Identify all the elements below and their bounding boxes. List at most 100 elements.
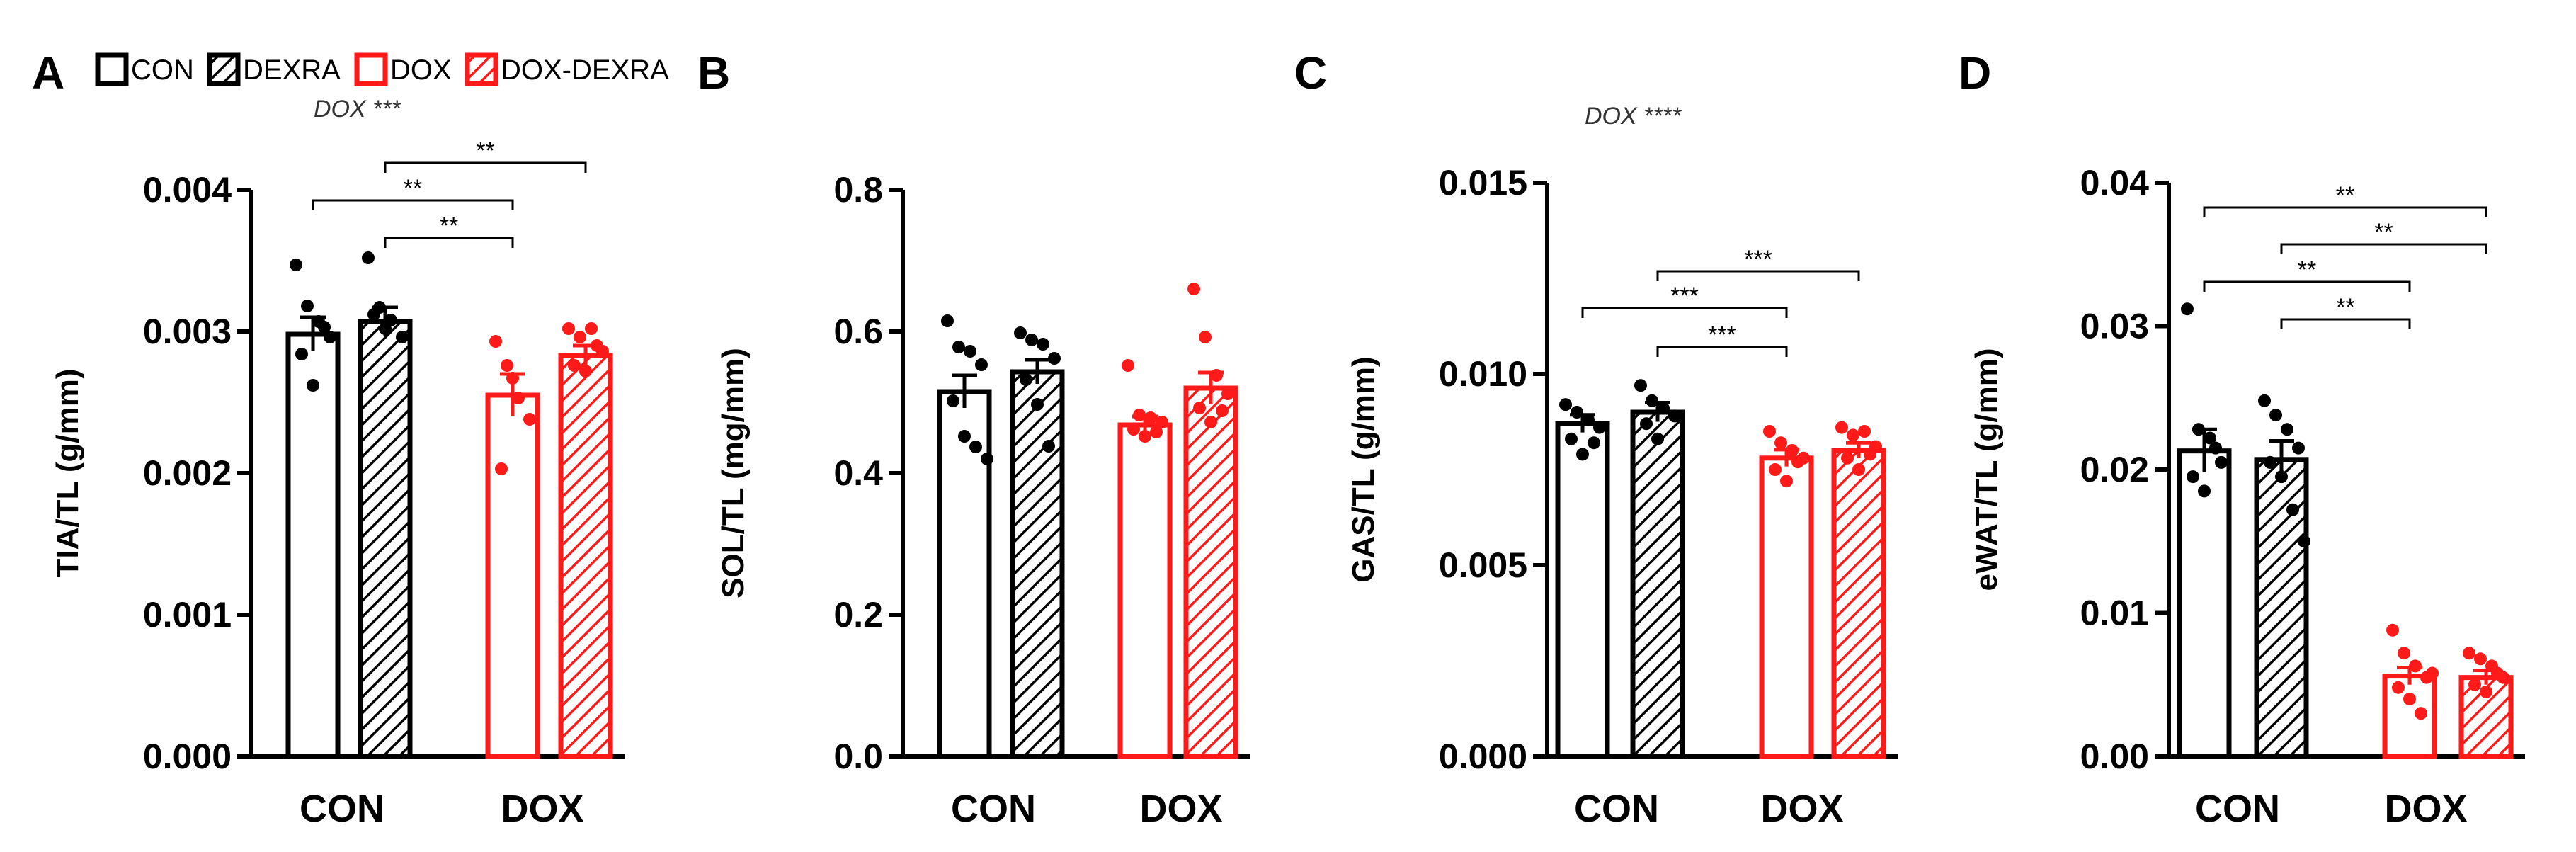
significance-annotation-c: DOX **** [1585,103,1682,130]
data-point-b [1210,369,1223,382]
data-point-a [396,331,409,343]
data-point-d [2398,647,2410,660]
y-tick-label-b: 0.8 [833,170,883,210]
data-point-d [2480,685,2492,698]
data-point-b [1020,373,1032,386]
x-category-label-a: CON [300,788,384,830]
data-point-c [1571,406,1583,419]
comparison-label-c: *** [1670,283,1699,309]
data-point-d [2392,681,2405,694]
chart-panel-a: 0.000 0.001 0.002 0.003 0.004 TIA/TL (g/mm) CO… [50,96,625,830]
data-point-d [2491,666,2504,680]
bar-b-con [937,389,992,759]
data-point-a [512,392,525,404]
data-point-a [579,365,592,377]
y-tick-label-a: 0.003 [143,312,232,351]
y-tick-label-d: 0.03 [2080,307,2149,346]
comparison-bracket-c [1656,346,1788,357]
data-point-a [324,331,336,343]
data-point-d [2292,441,2305,455]
y-axis-title-b: SOL/TL (mg/mm) [716,348,751,598]
data-point-c [1769,463,1782,476]
bar-c-dox-dexra [1831,448,1886,759]
data-point-a [568,359,581,372]
data-point-b [1042,440,1055,453]
data-point-a [574,331,586,343]
data-point-b [1216,404,1229,417]
panel-label-d: D [1959,47,1991,98]
data-point-a [318,321,331,334]
data-point-b [1037,338,1049,351]
y-axis-title-a: TIA/TL (g/mm) [50,369,85,578]
data-point-d [2409,659,2422,673]
data-point-a [585,322,598,335]
data-point-d [2275,470,2288,484]
data-point-b [1204,416,1217,428]
data-point-d [2298,535,2310,548]
bar-b-dox-dexra [1183,385,1238,759]
x-category-label-d: DOX [2384,788,2467,830]
data-point-c [1634,379,1647,392]
data-point-c [1791,455,1804,469]
data-point-a [307,379,319,392]
y-tick-label-a: 0.000 [143,737,232,776]
comparison-label-c: *** [1744,246,1772,273]
legend-label-dox-dexra: DOX-DEXRA [501,55,669,86]
y-tick-label-d: 0.02 [2080,450,2149,489]
data-point-b [964,345,976,358]
data-point-a [591,339,603,352]
data-point-b [1025,334,1038,346]
data-point-d [2386,623,2399,637]
data-point-d [2463,647,2475,660]
y-axis-title-d: eWAT/TL (g/mm) [1969,348,2004,591]
comparison-label-d: ** [2336,182,2354,209]
data-point-b [1133,409,1146,421]
data-point-b [1122,359,1134,372]
bar-c-dox [1759,455,1814,759]
comparison-label-d: ** [2374,219,2393,246]
y-tick-label-a: 0.004 [143,170,232,210]
data-point-c [1588,436,1600,450]
data-point-a [379,322,392,335]
data-point-b [1127,423,1140,436]
data-point-c [1763,425,1776,438]
data-point-c [1576,448,1589,461]
legend-swatch-dexra [207,52,241,86]
chart-panel-c: 0.000 0.005 0.010 0.015 GAS/TL (g/mm) CON DOX D… [1346,103,1898,830]
panel-label-a: A [32,47,64,98]
data-point-d [2181,302,2194,316]
data-point-a [290,259,302,271]
data-point-c [1646,394,1658,407]
legend-label-con: CON [131,55,194,86]
data-point-c [1780,475,1793,488]
data-point-b [1221,387,1234,400]
x-category-label-b: DOX [1139,788,1222,830]
x-category-label-c: DOX [1760,788,1843,830]
y-tick-label-a: 0.001 [143,595,232,635]
legend-swatch-dox [354,52,388,86]
y-axis-title-c: GAS/TL (g/mm) [1346,356,1381,582]
data-point-b [969,441,982,453]
bar-c-con [1555,421,1610,759]
comparison-bracket-a [384,237,514,248]
data-point-a [562,322,575,335]
y-tick-label-b: 0.4 [833,453,883,493]
y-tick-label-c: 0.010 [1439,354,1527,394]
data-point-b [1014,326,1027,339]
comparison-bracket-a [312,199,514,210]
data-point-c [1835,421,1848,434]
data-point-d [2258,394,2271,407]
y-tick-label-c: 0.000 [1439,737,1527,776]
data-point-c [1858,425,1871,438]
data-point-d [2269,409,2282,422]
y-tick-label-c: 0.015 [1439,163,1527,203]
bar-b-dexra [1010,369,1065,759]
data-point-c [1559,398,1572,411]
panel-label-c: C [1294,47,1327,98]
data-point-b [1199,331,1212,343]
legend: CON DEXRA DOX DOX-DEXRA [95,52,669,86]
data-point-c [1657,402,1670,415]
data-point-a [301,300,314,312]
x-category-label-d: CON [2195,788,2280,830]
